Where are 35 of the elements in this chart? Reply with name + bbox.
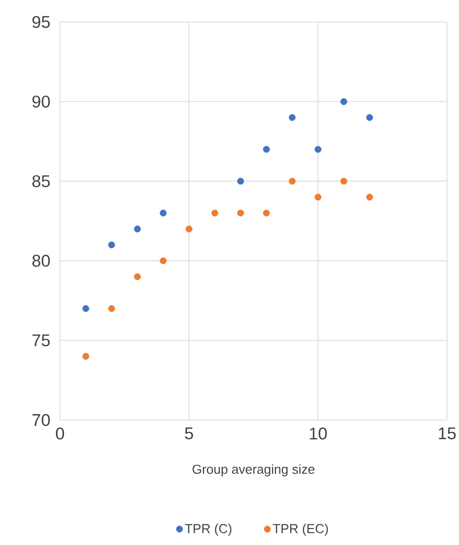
x-tick-label: 0 (56, 428, 64, 440)
legend-label: TPR (C) (185, 524, 232, 536)
point (288, 114, 296, 121)
point (108, 241, 115, 248)
x-tick-label: 15 (438, 428, 456, 440)
point (186, 226, 192, 232)
point (366, 114, 374, 121)
point (134, 273, 141, 280)
legend-label: TPR (EC) (272, 524, 328, 536)
x-tick-label: 5 (184, 428, 193, 440)
y-tick-label: 90 (32, 96, 50, 108)
x-tick-label: 10 (310, 428, 327, 440)
y-tick-label: 80 (32, 254, 50, 267)
point (340, 178, 348, 185)
y-tick-label: 70 (32, 414, 50, 426)
point (160, 210, 167, 216)
point (134, 226, 141, 232)
point (340, 98, 348, 105)
point (211, 210, 218, 216)
y-tick-label: 95 (32, 16, 50, 28)
point (237, 210, 244, 216)
point (160, 257, 167, 264)
x-axis-title: Group averaging size (192, 464, 314, 476)
point (237, 178, 244, 185)
point (314, 194, 322, 201)
point (82, 305, 90, 312)
y-tick-label: 75 (32, 334, 50, 346)
point (366, 194, 374, 201)
point (263, 146, 270, 153)
y-tick-label: 85 (32, 175, 50, 188)
point (314, 146, 322, 153)
point (82, 352, 90, 360)
point (288, 178, 296, 185)
point (263, 210, 270, 216)
point (108, 305, 115, 312)
